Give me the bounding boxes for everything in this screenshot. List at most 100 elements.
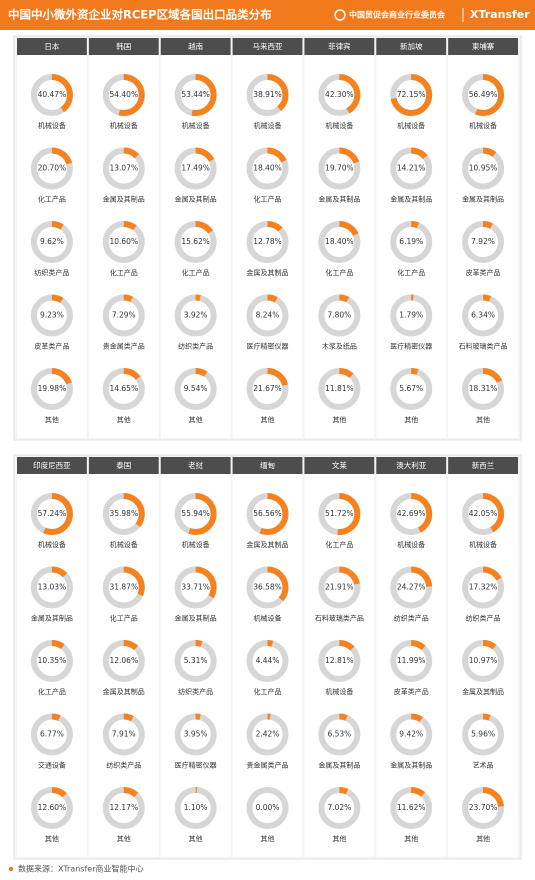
value-label: 38.91%	[253, 90, 282, 99]
donut-arc	[462, 294, 505, 337]
donut-arc	[318, 74, 361, 116]
donut-arc	[462, 74, 505, 116]
value-label: 10.35%	[38, 656, 67, 665]
category-label: 化工产品	[325, 268, 353, 277]
category-label: 机械设备	[469, 121, 497, 130]
column-header	[376, 38, 447, 55]
donut-arc	[102, 713, 145, 756]
org-logo	[334, 9, 346, 21]
donut-arc	[174, 640, 217, 682]
category-label: 石料玻璃类产品	[459, 342, 508, 351]
category-label: 机械设备	[254, 614, 282, 623]
category-label: 其他	[332, 415, 346, 424]
category-label: 医疗精密仪器	[247, 342, 289, 351]
column-header	[88, 457, 159, 474]
donut-arc	[30, 147, 73, 190]
value-label: 6.19%	[399, 237, 423, 246]
category-label: 机械设备	[325, 687, 353, 696]
donut-arc	[174, 493, 217, 535]
value-label: 57.24%	[38, 509, 67, 518]
brand: XTransfer	[470, 8, 530, 21]
value-label: 2.42%	[256, 730, 280, 739]
category-label: 其他	[332, 834, 346, 843]
value-label: 19.98%	[38, 384, 67, 393]
value-label: 54.40%	[109, 90, 138, 99]
donut-arc	[318, 566, 361, 609]
donut-arc	[318, 147, 361, 190]
donut-arc	[30, 74, 73, 116]
value-label: 5.67%	[399, 384, 423, 393]
donut-arc	[462, 713, 505, 756]
donut-arc	[390, 147, 433, 190]
donut-arc	[102, 787, 145, 829]
value-label: 6.34%	[471, 311, 495, 320]
value-label: 24.27%	[397, 583, 426, 592]
column-header	[160, 457, 231, 474]
country-name: 文莱	[332, 460, 347, 470]
category-label: 皮革类产品	[466, 268, 501, 277]
value-label: 3.92%	[184, 311, 208, 320]
value-label: 7.91%	[112, 730, 136, 739]
value-label: 13.07%	[109, 164, 138, 173]
value-label: 51.72%	[325, 509, 354, 518]
value-label: 42.30%	[325, 90, 354, 99]
value-label: 9.62%	[40, 237, 64, 246]
donut-arc	[390, 74, 433, 116]
value-label: 12.81%	[325, 656, 354, 665]
category-label: 皮革类产品	[34, 342, 69, 351]
category-label: 金属及其制品	[318, 195, 360, 204]
category-label: 纺织类产品	[178, 342, 213, 351]
value-label: 8.24%	[256, 311, 280, 320]
donut-arc	[102, 294, 145, 337]
bullet	[8, 866, 14, 872]
category-label: 皮革类产品	[394, 687, 429, 696]
donut-arc	[102, 493, 145, 535]
country-name: 越南	[188, 41, 203, 51]
country-name: 韩国	[116, 41, 131, 51]
value-label: 6.53%	[327, 730, 351, 739]
value-label: 21.91%	[325, 583, 354, 592]
column-header	[232, 457, 303, 474]
donut-arc	[174, 368, 217, 410]
category-label: 金属及其制品	[103, 195, 145, 204]
donut-arc	[318, 787, 361, 829]
value-label: 15.62%	[181, 237, 210, 246]
category-label: 纺织类产品	[34, 268, 69, 277]
value-label: 17.49%	[181, 164, 210, 173]
category-label: 机械设备	[325, 121, 353, 130]
value-label: 18.31%	[469, 384, 498, 393]
value-label: 0.00%	[256, 803, 280, 812]
category-label: 其他	[189, 834, 203, 843]
category-label: 其他	[189, 415, 203, 424]
donut-arc	[246, 221, 289, 263]
donut-arc	[246, 566, 289, 609]
value-label: 33.71%	[181, 583, 210, 592]
donut-arc	[174, 147, 217, 190]
category-label: 机械设备	[38, 540, 66, 549]
value-label: 17.32%	[469, 583, 498, 592]
category-label: 化工产品	[254, 687, 282, 696]
column-header	[160, 38, 231, 55]
category-label: 金属及其制品	[247, 540, 289, 549]
value-label: 31.87%	[109, 583, 138, 592]
donut-arc	[30, 787, 73, 829]
header-bar	[0, 0, 535, 30]
donut-arc	[102, 74, 145, 116]
value-label: 53.44%	[181, 90, 210, 99]
category-label: 机械设备	[254, 121, 282, 130]
category-label: 机械设备	[38, 121, 66, 130]
category-label: 纺织类产品	[466, 614, 501, 623]
category-label: 化工产品	[38, 687, 66, 696]
category-label: 化工产品	[254, 195, 282, 204]
donut-arc	[390, 368, 433, 410]
category-label: 金属及其制品	[175, 195, 217, 204]
country-name: 缅甸	[260, 460, 275, 470]
value-label: 55.94%	[181, 509, 210, 518]
donut-arc	[390, 294, 433, 337]
category-label: 金属及其制品	[462, 687, 504, 696]
donut-arc	[174, 566, 217, 609]
category-label: 其他	[476, 834, 490, 843]
value-label: 10.97%	[469, 656, 498, 665]
category-label: 木浆及纸品	[322, 342, 357, 351]
country-name: 老挝	[188, 460, 203, 470]
